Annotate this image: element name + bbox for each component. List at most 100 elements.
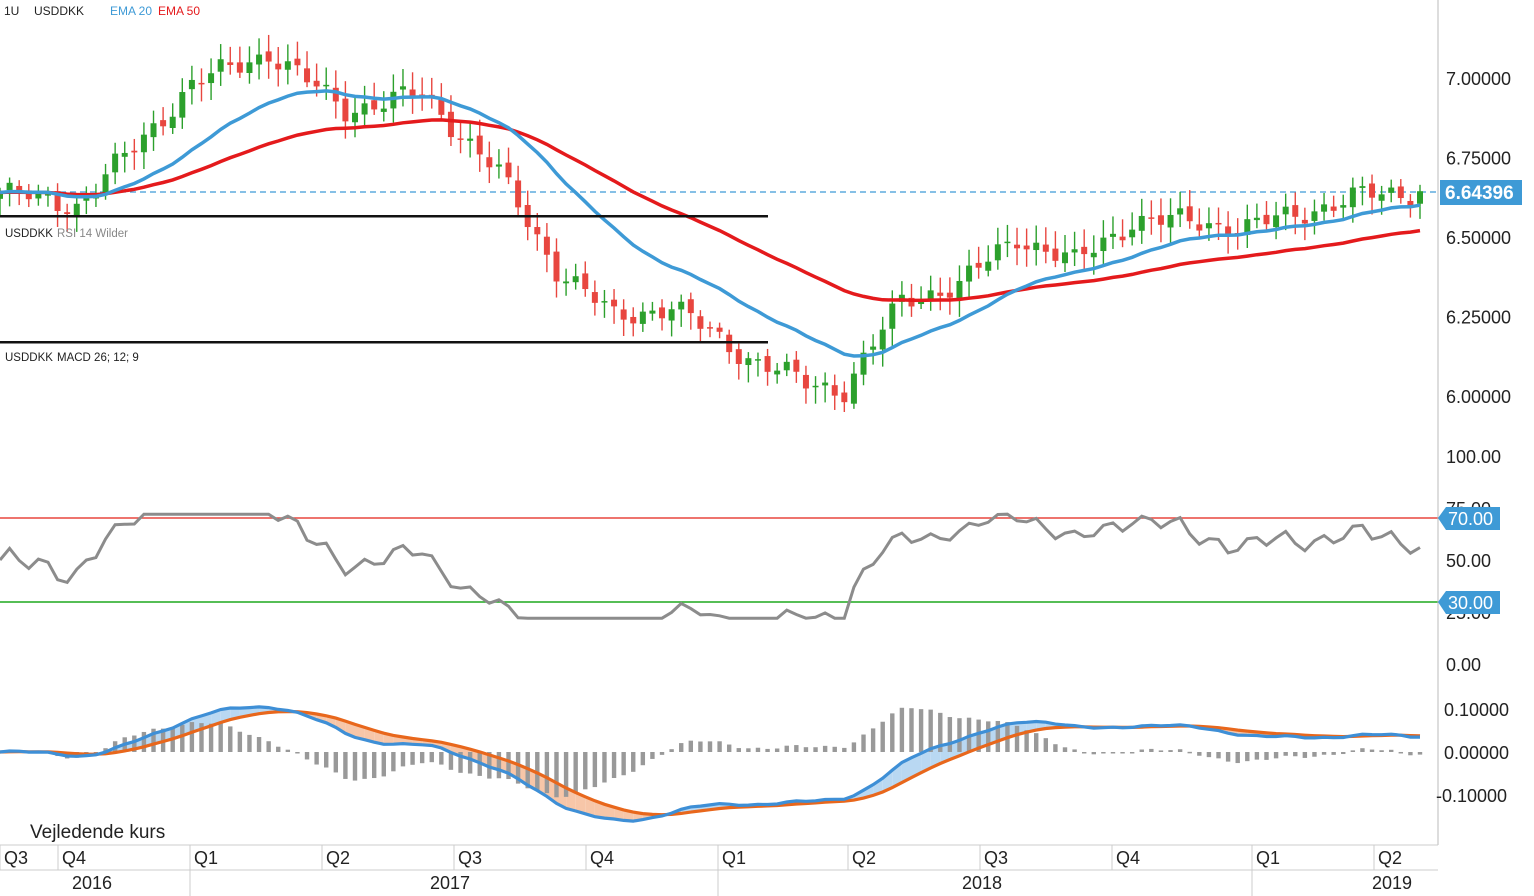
candle[interactable] — [332, 70, 339, 119]
candle[interactable] — [467, 122, 474, 158]
candle[interactable] — [1282, 193, 1289, 231]
candle[interactable] — [438, 83, 445, 121]
candle[interactable] — [486, 141, 493, 184]
candle[interactable] — [1052, 231, 1059, 268]
candle[interactable] — [275, 47, 282, 87]
ema50-legend[interactable]: EMA 50 — [158, 4, 200, 18]
candle[interactable] — [1273, 201, 1280, 240]
candle[interactable] — [831, 374, 838, 410]
candle[interactable] — [284, 44, 291, 85]
candle[interactable] — [553, 238, 560, 298]
candle[interactable] — [73, 194, 80, 232]
candle[interactable] — [707, 321, 713, 338]
candle[interactable] — [1330, 195, 1337, 218]
candle[interactable] — [850, 362, 857, 409]
candle[interactable] — [1014, 227, 1021, 266]
candle[interactable] — [745, 352, 752, 383]
candle[interactable] — [611, 289, 618, 324]
candle[interactable] — [601, 289, 608, 318]
candle[interactable] — [985, 245, 992, 277]
candle[interactable] — [140, 122, 147, 170]
candle[interactable] — [1244, 204, 1251, 248]
candle[interactable] — [227, 46, 234, 75]
candle[interactable] — [812, 376, 819, 404]
candle[interactable] — [659, 299, 666, 331]
candle[interactable] — [361, 85, 368, 126]
candle[interactable] — [630, 307, 637, 337]
candle[interactable] — [582, 261, 589, 297]
candle[interactable] — [83, 186, 90, 215]
candle[interactable] — [198, 68, 205, 102]
candle[interactable] — [994, 227, 1001, 270]
candle[interactable] — [591, 280, 598, 316]
candle[interactable] — [217, 44, 224, 86]
candle[interactable] — [505, 147, 512, 185]
candle[interactable] — [419, 77, 426, 111]
candle[interactable] — [409, 72, 416, 114]
candle[interactable] — [1301, 207, 1308, 241]
candle[interactable] — [44, 186, 51, 207]
candle[interactable] — [246, 46, 253, 84]
candle[interactable] — [1004, 224, 1011, 258]
macd-pane[interactable] — [0, 705, 1423, 823]
candle[interactable] — [256, 38, 263, 80]
candle[interactable] — [476, 119, 483, 172]
candle[interactable] — [294, 41, 301, 76]
candle[interactable] — [1119, 219, 1126, 248]
candle[interactable] — [1157, 198, 1164, 243]
candle[interactable] — [352, 95, 358, 138]
candle[interactable] — [783, 353, 790, 377]
candle[interactable] — [160, 107, 167, 136]
candle[interactable] — [121, 141, 128, 173]
candle[interactable] — [1397, 179, 1404, 204]
candle[interactable] — [937, 277, 944, 311]
candle[interactable] — [1138, 198, 1145, 244]
candle[interactable] — [1311, 199, 1318, 235]
candle[interactable] — [515, 165, 522, 216]
candle[interactable] — [563, 268, 570, 296]
candle[interactable] — [188, 65, 195, 105]
candle[interactable] — [1129, 212, 1136, 246]
candle[interactable] — [620, 299, 627, 336]
candle[interactable] — [150, 110, 157, 151]
candle[interactable] — [975, 246, 982, 279]
candle[interactable] — [1042, 227, 1049, 264]
candle[interactable] — [1071, 231, 1078, 267]
candle[interactable] — [918, 286, 925, 310]
candle[interactable] — [697, 310, 704, 343]
candle[interactable] — [1177, 191, 1184, 228]
candle[interactable] — [946, 277, 953, 315]
candle[interactable] — [956, 265, 963, 317]
candle[interactable] — [304, 51, 311, 88]
rsi-header-label[interactable]: RSI 14 Wilder — [57, 228, 128, 240]
candle[interactable] — [1225, 211, 1232, 254]
candle[interactable] — [1369, 174, 1376, 215]
candle[interactable] — [1148, 200, 1155, 235]
candle[interactable] — [169, 103, 176, 134]
candle[interactable] — [793, 351, 800, 383]
candle[interactable] — [668, 301, 675, 337]
candle[interactable] — [1033, 225, 1040, 266]
candle[interactable] — [534, 213, 541, 251]
candle[interactable] — [495, 149, 502, 179]
candle[interactable] — [208, 58, 215, 101]
candle[interactable] — [1109, 216, 1116, 249]
candle[interactable] — [1023, 228, 1030, 267]
candle[interactable] — [1253, 203, 1260, 229]
candle[interactable] — [1081, 229, 1088, 271]
candle[interactable] — [428, 77, 435, 109]
candle[interactable] — [1359, 176, 1366, 206]
candle[interactable] — [64, 203, 71, 232]
candle[interactable] — [236, 46, 243, 78]
candle[interactable] — [735, 343, 742, 380]
candle[interactable] — [687, 292, 694, 330]
candle[interactable] — [726, 329, 733, 364]
candle[interactable] — [1167, 198, 1174, 244]
candle[interactable] — [870, 334, 877, 365]
candle[interactable] — [457, 122, 464, 154]
rsi-pane[interactable] — [0, 512, 1438, 620]
candle[interactable] — [25, 184, 32, 208]
candle[interactable] — [1196, 208, 1203, 239]
candle[interactable] — [35, 184, 42, 206]
candle[interactable] — [879, 316, 886, 367]
